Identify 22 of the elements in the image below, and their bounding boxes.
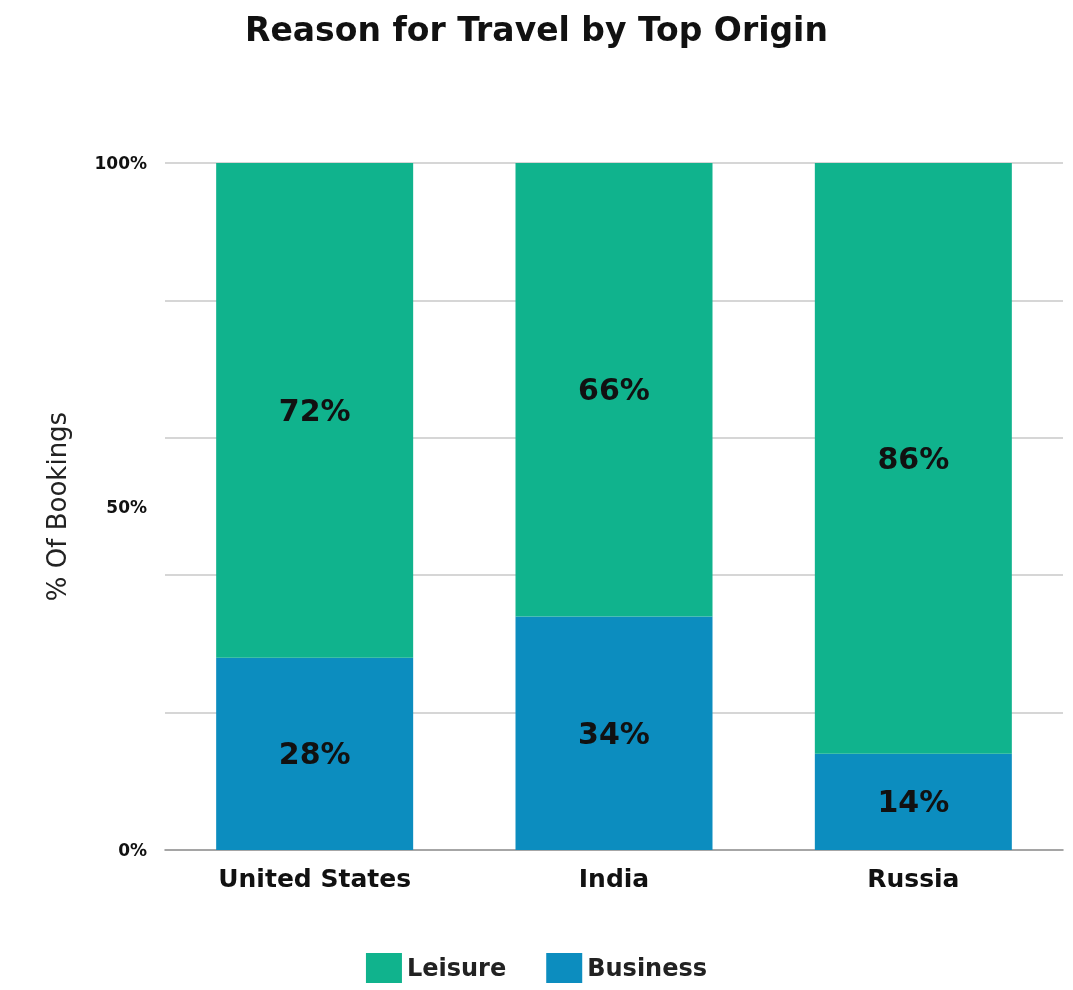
bar <box>814 163 1012 754</box>
legend-label: Leisure <box>406 954 507 982</box>
y-tick-label: 0% <box>118 840 147 860</box>
legend-label: Business <box>587 954 708 982</box>
x-tick-label: United States <box>218 864 412 893</box>
data-label: 86% <box>877 440 950 476</box>
chart-title: Reason for Travel by Top Origin <box>245 10 828 49</box>
data-label: 72% <box>278 392 351 428</box>
data-label: 28% <box>278 736 351 772</box>
bar <box>216 657 414 850</box>
bar <box>814 753 1012 850</box>
x-tick-label: India <box>578 864 650 893</box>
data-label: 14% <box>877 784 950 820</box>
bar <box>515 616 713 850</box>
data-label: 34% <box>578 715 650 751</box>
y-tick-label: 100% <box>94 153 147 173</box>
x-tick-label: Russia <box>867 864 960 893</box>
bar <box>515 163 713 617</box>
data-label: 66% <box>578 372 650 408</box>
bar <box>216 163 414 658</box>
y-tick-label: 50% <box>106 496 147 517</box>
y-axis-title: % Of Bookings <box>42 411 72 602</box>
